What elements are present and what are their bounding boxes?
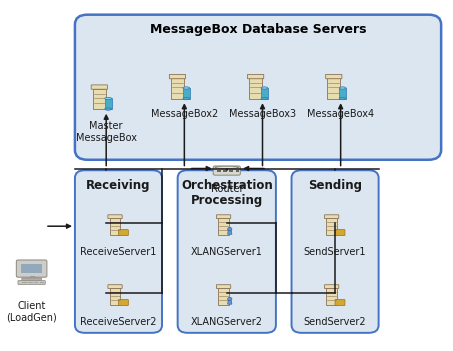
Text: SendServer2: SendServer2	[304, 317, 366, 327]
Bar	[22, 282, 27, 284]
Ellipse shape	[261, 87, 268, 89]
Text: MessageBox Database Servers: MessageBox Database Servers	[150, 24, 366, 37]
FancyBboxPatch shape	[213, 166, 241, 175]
Text: Router: Router	[211, 184, 243, 194]
Bar	[218, 218, 229, 235]
Text: Sending: Sending	[308, 179, 362, 192]
Text: ReceiveServer2: ReceiveServer2	[80, 317, 156, 327]
FancyBboxPatch shape	[16, 260, 47, 277]
Bar	[326, 288, 337, 305]
Bar	[217, 170, 221, 172]
Bar	[183, 88, 190, 99]
Bar	[339, 88, 346, 99]
FancyBboxPatch shape	[335, 230, 345, 236]
Bar	[236, 170, 239, 172]
Text: Orchestration
Processing: Orchestration Processing	[181, 179, 273, 207]
Bar	[110, 218, 120, 235]
FancyBboxPatch shape	[324, 285, 339, 289]
FancyBboxPatch shape	[247, 74, 264, 79]
FancyBboxPatch shape	[217, 215, 231, 219]
FancyBboxPatch shape	[217, 285, 231, 289]
FancyBboxPatch shape	[108, 285, 122, 289]
FancyBboxPatch shape	[75, 15, 441, 160]
Text: MessageBox2: MessageBox2	[151, 109, 218, 119]
Ellipse shape	[339, 87, 346, 89]
Text: XLANGServer2: XLANGServer2	[191, 317, 263, 327]
FancyBboxPatch shape	[75, 170, 162, 333]
FancyBboxPatch shape	[335, 299, 345, 306]
Text: MessageBox3: MessageBox3	[229, 109, 296, 119]
Ellipse shape	[261, 98, 268, 100]
Bar	[218, 288, 229, 305]
Ellipse shape	[339, 98, 346, 100]
Ellipse shape	[215, 166, 239, 168]
Bar	[171, 78, 184, 99]
Text: ReceiveServer1: ReceiveServer1	[80, 247, 156, 257]
FancyBboxPatch shape	[118, 230, 128, 236]
Bar	[29, 276, 34, 278]
Circle shape	[228, 297, 232, 301]
Bar	[223, 170, 227, 172]
FancyBboxPatch shape	[108, 215, 122, 219]
Bar	[261, 88, 268, 99]
Circle shape	[228, 227, 232, 231]
FancyBboxPatch shape	[292, 170, 379, 333]
Ellipse shape	[105, 108, 111, 110]
FancyBboxPatch shape	[22, 278, 41, 282]
Text: SendServer1: SendServer1	[304, 247, 366, 257]
Text: XLANGServer1: XLANGServer1	[191, 247, 263, 257]
Ellipse shape	[183, 87, 190, 89]
Text: Master
MessageBox: Master MessageBox	[76, 121, 137, 143]
FancyBboxPatch shape	[18, 280, 45, 285]
FancyBboxPatch shape	[326, 74, 342, 79]
Bar	[34, 282, 39, 284]
Text: MessageBox4: MessageBox4	[307, 109, 374, 119]
Text: Client
(LoadGen): Client (LoadGen)	[6, 302, 57, 323]
Ellipse shape	[105, 97, 111, 100]
FancyBboxPatch shape	[324, 215, 339, 219]
Polygon shape	[228, 231, 232, 234]
Ellipse shape	[183, 98, 190, 100]
FancyBboxPatch shape	[118, 299, 128, 306]
Bar	[230, 170, 233, 172]
Bar	[328, 78, 340, 99]
Bar	[21, 264, 42, 273]
FancyBboxPatch shape	[91, 85, 107, 89]
FancyBboxPatch shape	[169, 74, 186, 79]
Bar	[93, 89, 106, 109]
Bar	[110, 288, 120, 305]
Bar	[40, 282, 44, 284]
Bar	[105, 99, 111, 109]
Text: Receiving: Receiving	[86, 179, 151, 192]
Bar	[326, 218, 337, 235]
Polygon shape	[228, 301, 232, 304]
Bar	[249, 78, 262, 99]
Bar	[28, 282, 33, 284]
FancyBboxPatch shape	[178, 170, 276, 333]
